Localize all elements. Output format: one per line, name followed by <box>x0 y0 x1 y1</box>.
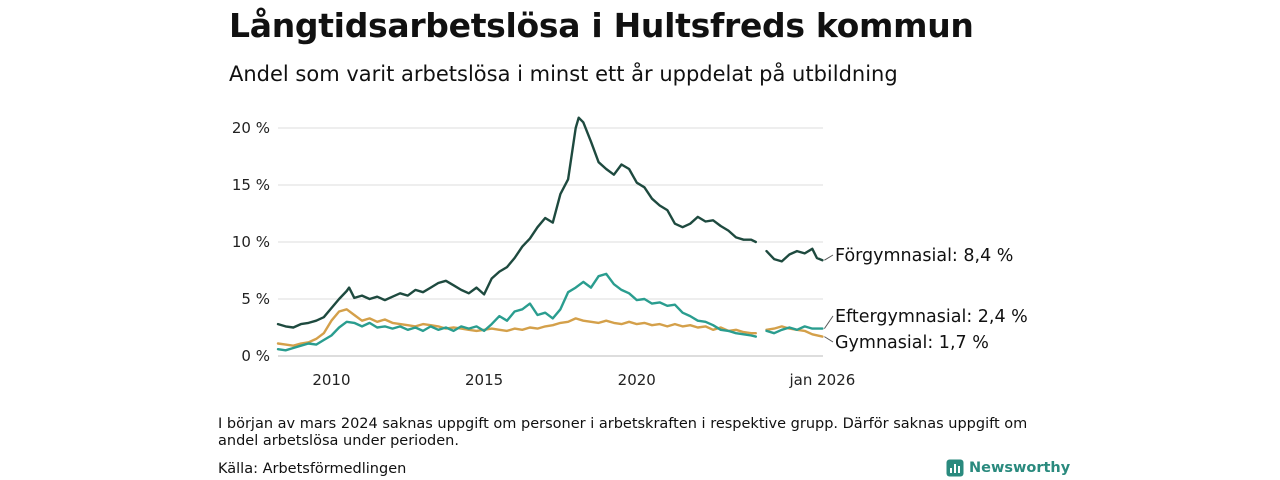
grid-lines <box>278 127 823 357</box>
end-label-eftergymnasial: Eftergymnasial: 2,4 % <box>835 307 1028 327</box>
y-axis: 0 % 5 % 10 % 15 % 20 % <box>232 119 270 365</box>
y-tick-label: 5 % <box>241 290 270 308</box>
label-connector <box>823 315 834 329</box>
x-tick-label: 2020 <box>618 371 656 389</box>
series-line-förgymnasial <box>765 247 824 263</box>
chart-subtitle: Andel som varit arbetslösa i minst ett å… <box>229 62 898 86</box>
series-line-förgymnasial <box>276 116 757 329</box>
line-chart: 0 %5 %10 %15 %20 % 2010 2015 2020 jan 2026 … <box>232 116 1028 389</box>
newsworthy-logo-icon <box>946 459 964 477</box>
x-tick-label: jan 2026 <box>788 371 855 389</box>
series-line-gymnasial <box>276 308 757 347</box>
source-credit: Källa: Arbetsförmedlingen <box>218 461 407 477</box>
label-connector <box>824 254 834 261</box>
footnote: I början av mars 2024 saknas uppgift om … <box>218 416 1028 449</box>
y-tick-label: 20 % <box>232 119 270 137</box>
series-lines <box>276 116 824 352</box>
y-tick-label: 0 % <box>241 347 270 365</box>
end-label-förgymnasial: Förgymnasial: 8,4 % <box>835 246 1013 266</box>
x-tick-label: 2010 <box>312 371 350 389</box>
x-axis: 2010 2015 2020 jan 2026 <box>312 371 855 389</box>
series-line-eftergymnasial <box>765 325 824 335</box>
end-label-gymnasial: Gymnasial: 1,7 % <box>835 333 989 353</box>
x-tick-label: 2015 <box>465 371 503 389</box>
series-line-eftergymnasial <box>276 272 757 352</box>
end-labels: Förgymnasial: 8,4 % Eftergymnasial: 2,4 %… <box>823 246 1028 353</box>
brand-logo[interactable]: Newsworthy <box>946 459 1070 477</box>
label-connector <box>824 336 834 343</box>
y-tick-label: 15 % <box>232 176 270 194</box>
brand-name: Newsworthy <box>969 460 1071 476</box>
y-tick-label: 10 % <box>232 233 270 251</box>
chart-title: Långtidsarbetslösa i Hultsfreds kommun <box>229 6 974 45</box>
